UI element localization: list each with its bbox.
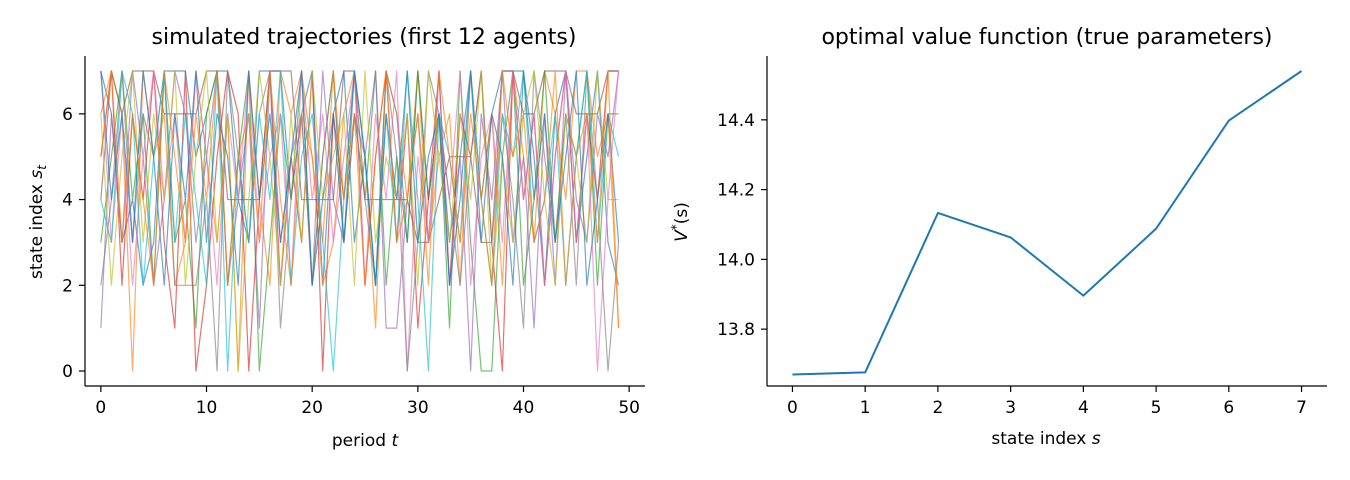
x-tick-label: 7	[1296, 398, 1307, 418]
x-ticks: 0 10 20 30 40 50	[95, 386, 640, 418]
y-tick-label: 14.0	[717, 250, 755, 270]
chart-title: optimal value function (true parameters)	[821, 25, 1272, 50]
y-tick-label: 4	[62, 191, 73, 211]
x-tick-label: 30	[407, 398, 429, 418]
x-tick-label: 40	[513, 398, 535, 418]
x-tick-label: 0	[787, 398, 798, 418]
trajectory-lines	[100, 70, 620, 372]
trajectory-line	[100, 70, 619, 372]
y-ticks: 0 2 4 6	[62, 105, 85, 382]
x-axis-label: state index s	[991, 429, 1100, 449]
x-axis-label-text: period	[332, 431, 386, 451]
x-axis-label-var: s	[1092, 429, 1101, 449]
chart-title: simulated trajectories (first 12 agents)	[152, 25, 577, 50]
trajectory-line	[100, 70, 620, 329]
y-tick-label: 14.4	[717, 111, 755, 131]
y-tick-label: 14.2	[717, 181, 755, 201]
y-axis-label-arg: (s)	[672, 202, 692, 224]
value-line	[792, 70, 1303, 376]
y-tick-label: 0	[62, 362, 73, 382]
value-function-line	[792, 70, 1303, 376]
x-ticks: 0 1 2 3 4 5 6 7	[787, 386, 1307, 418]
x-tick-label: 10	[196, 398, 218, 418]
x-axis-label-var: t	[391, 431, 399, 451]
trajectory-line	[100, 70, 620, 286]
y-tick-label: 13.8	[717, 320, 755, 340]
y-tick-label: 6	[62, 105, 73, 125]
x-tick-label: 0	[95, 398, 106, 418]
y-axis-label: state index st	[27, 164, 49, 279]
value-function-chart: optimal value function (true parameters)…	[669, 25, 1327, 449]
x-tick-label: 1	[860, 398, 871, 418]
y-axis-label: V*(s)	[669, 202, 692, 242]
y-ticks: 13.8 14.0 14.2 14.4	[717, 111, 767, 340]
y-axis-label-text: state index	[27, 184, 47, 279]
y-tick-label: 2	[62, 276, 73, 296]
x-tick-label: 5	[1151, 398, 1162, 418]
x-tick-label: 3	[1005, 398, 1016, 418]
y-axis-label-sup: *	[669, 224, 683, 230]
y-axis-label-var: V	[672, 229, 692, 242]
y-axis-label-var: s	[27, 170, 47, 179]
y-axis-label-sub: t	[35, 164, 49, 170]
trajectory-line	[100, 70, 620, 372]
x-axis-label-text: state index	[991, 429, 1086, 449]
x-tick-label: 50	[618, 398, 640, 418]
x-tick-label: 4	[1078, 398, 1089, 418]
x-tick-label: 20	[301, 398, 323, 418]
trajectories-chart: simulated trajectories (first 12 agents)…	[27, 25, 645, 451]
x-axis-label: period t	[332, 431, 400, 451]
x-tick-label: 6	[1223, 398, 1234, 418]
x-tick-label: 2	[932, 398, 943, 418]
